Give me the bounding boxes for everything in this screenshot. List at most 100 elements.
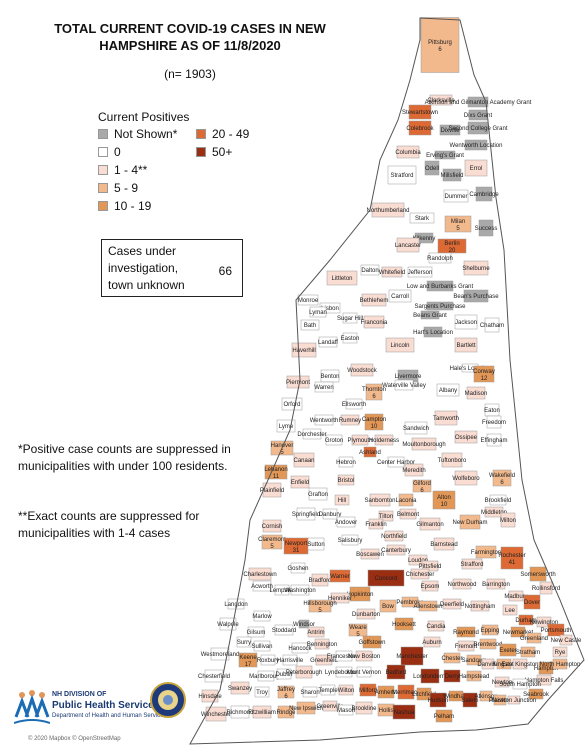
town-label: Randolph	[427, 256, 453, 262]
town-label: Hollis	[379, 708, 394, 714]
town-richmond: Richmond	[226, 705, 254, 719]
town-shape	[322, 508, 338, 520]
town-shape	[318, 336, 338, 348]
town-label: Barrington	[482, 582, 510, 588]
town-shape	[330, 592, 350, 604]
town-label: Grafton	[308, 492, 328, 498]
town-concord: Concord	[367, 569, 405, 587]
town-hooksett: Hooksett	[392, 617, 416, 631]
town-shape	[470, 600, 490, 612]
town-shape	[421, 580, 439, 592]
town-label: Berlin	[444, 241, 459, 247]
town-count: 5	[280, 450, 284, 456]
town-label: Bethlehem	[360, 298, 389, 304]
town-danbury: Danbury	[319, 508, 341, 520]
town-shape	[473, 365, 495, 383]
town-label: Lancaster	[395, 243, 421, 249]
town-wentworth: Wentworth	[310, 414, 338, 426]
town-chichester: Chichester	[406, 568, 434, 580]
town-haverhill: Haverhill	[291, 342, 317, 358]
town-label: Cambridge	[469, 192, 499, 198]
town-portsmouth: Portsmouth	[541, 623, 571, 637]
town-shape	[384, 530, 404, 542]
town-label: Plainfield	[260, 488, 284, 494]
town-label: New Castle	[551, 638, 582, 644]
town-rindge: Rindge	[276, 705, 296, 719]
town-shape	[435, 709, 453, 723]
town-new-boston: New Boston	[348, 650, 380, 662]
town-hebron: Hebron	[336, 456, 356, 468]
town-boscawen: Boscawen	[356, 548, 384, 560]
town-ashland: Ashland	[359, 446, 381, 458]
town-shape	[253, 610, 271, 622]
town-plaistow: Plaistow	[489, 694, 512, 706]
town-shape	[342, 312, 358, 324]
town-atkinson: Atkinson	[474, 690, 498, 702]
town-warner: Warner	[329, 569, 351, 583]
town-auburn: Auburn	[422, 636, 442, 648]
town-shape	[500, 512, 516, 528]
town-hill: Hill	[334, 494, 350, 506]
town-shape	[398, 493, 414, 507]
town-label: Monroe	[298, 298, 319, 304]
town-shape	[314, 638, 330, 650]
town-shape	[302, 686, 318, 698]
town-peterborough: Peterborough	[286, 665, 322, 679]
town-pittsfield: Pittsfield	[419, 560, 441, 572]
people-logo-icon	[14, 690, 50, 724]
town-label: Hudson	[428, 698, 449, 704]
town-millsfield: Millsfield	[440, 168, 464, 182]
town-label: Lyndeborough	[325, 670, 363, 676]
legend-item-50-plus: 50+	[196, 145, 232, 159]
town-shape	[387, 456, 405, 468]
town-shape	[381, 266, 403, 278]
town-shape	[442, 598, 462, 610]
town-label: Bradford	[308, 578, 331, 584]
town-label: Somersworth	[520, 572, 555, 578]
town-label: Andover	[335, 520, 357, 526]
town-label: Plaistow	[489, 698, 512, 704]
town-label: Livermore	[395, 374, 422, 380]
town-label: Pittsburg	[428, 40, 452, 46]
town-label: Langdon	[224, 602, 247, 608]
town-groton: Groton	[325, 434, 343, 446]
town-label: Windham	[443, 694, 468, 700]
town-label: Sutton	[307, 542, 324, 548]
town-canaan: Canaan	[293, 452, 315, 468]
legend-item-5-9: 5 - 9	[98, 181, 138, 195]
town-label: Sanbornton	[364, 498, 395, 504]
town-label: Madison	[465, 391, 488, 397]
town-shape	[420, 310, 440, 320]
town-label: Hampstead	[459, 674, 490, 680]
town-label: Waterville Valley	[382, 383, 426, 389]
town-label: Dover	[524, 600, 540, 606]
town-label: Newton Junction	[492, 698, 536, 704]
town-greenfield: Greenfield	[310, 654, 338, 666]
town-label: Clarksville	[427, 98, 455, 104]
town-shape	[322, 700, 338, 712]
town-monroe: Monroe	[297, 294, 319, 306]
town-label: Peterborough	[286, 670, 322, 676]
town-madbury: Madbury	[504, 590, 528, 602]
title-line-1: TOTAL CURRENT COVID-19 CASES IN NEW	[54, 21, 326, 36]
town-shape	[429, 94, 453, 106]
town-label: Acworth	[251, 584, 273, 590]
town-shape	[359, 683, 377, 697]
town-label: Rollinsford	[532, 586, 560, 592]
town-shape	[261, 534, 283, 550]
town-label: Northumberland	[366, 208, 409, 214]
town-shape	[386, 544, 406, 556]
town-holderness: Holderness	[369, 434, 399, 446]
legend-label: 50+	[212, 145, 233, 159]
town-shape	[463, 260, 489, 276]
town-acworth: Acworth	[251, 580, 273, 592]
town-label: Lempster	[269, 588, 294, 594]
town-label: Alton	[437, 495, 451, 501]
town-label: Hampton Falls	[525, 678, 564, 684]
town-sandown: Sandown	[461, 654, 487, 666]
town-shape	[489, 494, 507, 506]
town-label: Sargents Purchase	[414, 304, 466, 310]
town-label: Easton	[341, 336, 360, 342]
town-label: Allenstown	[413, 604, 442, 610]
